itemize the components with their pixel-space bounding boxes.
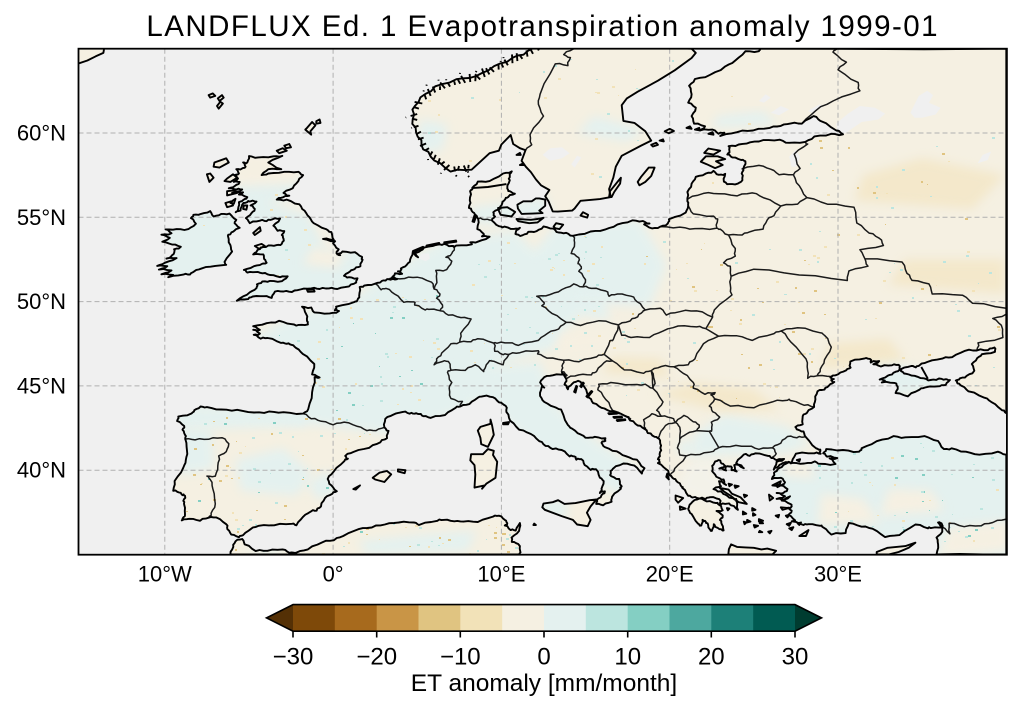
svg-text:10: 10 [614, 644, 641, 671]
svg-text:0°: 0° [323, 562, 344, 587]
svg-text:−20: −20 [356, 644, 397, 671]
svg-text:45°N: 45°N [17, 373, 66, 398]
svg-text:40°N: 40°N [17, 458, 66, 483]
svg-text:10°E: 10°E [477, 562, 525, 587]
svg-text:55°N: 55°N [17, 205, 66, 230]
svg-text:10°W: 10°W [138, 562, 192, 587]
svg-text:50°N: 50°N [17, 289, 66, 314]
svg-text:60°N: 60°N [17, 121, 66, 146]
svg-text:−10: −10 [440, 644, 481, 671]
svg-text:ET anomaly [mm/month]: ET anomaly [mm/month] [411, 670, 677, 697]
svg-text:30°E: 30°E [814, 562, 862, 587]
svg-text:LANDFLUX Ed. 1 Evapotranspirat: LANDFLUX Ed. 1 Evapotranspiration anomal… [146, 10, 939, 43]
svg-text:−30: −30 [273, 644, 314, 671]
svg-text:20: 20 [698, 644, 725, 671]
svg-text:0: 0 [537, 644, 550, 671]
svg-text:20°E: 20°E [646, 562, 694, 587]
svg-text:30: 30 [782, 644, 809, 671]
